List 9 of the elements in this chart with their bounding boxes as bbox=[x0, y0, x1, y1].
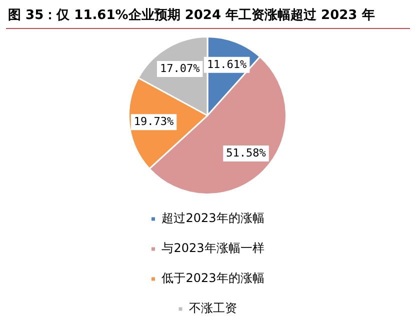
legend-label: 不涨工资 bbox=[189, 301, 237, 316]
chart-title: 图 35：仅 11.61%企业预期 2024 年工资涨幅超过 2023 年 bbox=[8, 7, 375, 24]
legend-label: 低于2023年的涨幅 bbox=[162, 271, 264, 286]
data-label: 17.07% bbox=[160, 62, 200, 75]
data-label: 11.61% bbox=[206, 58, 248, 71]
data-label: 19.73% bbox=[134, 114, 174, 128]
data-label: 51.58% bbox=[226, 146, 266, 160]
legend-label: 与2023年涨幅一样 bbox=[162, 241, 264, 256]
legend-label: 超过2023年的涨幅 bbox=[162, 211, 264, 226]
